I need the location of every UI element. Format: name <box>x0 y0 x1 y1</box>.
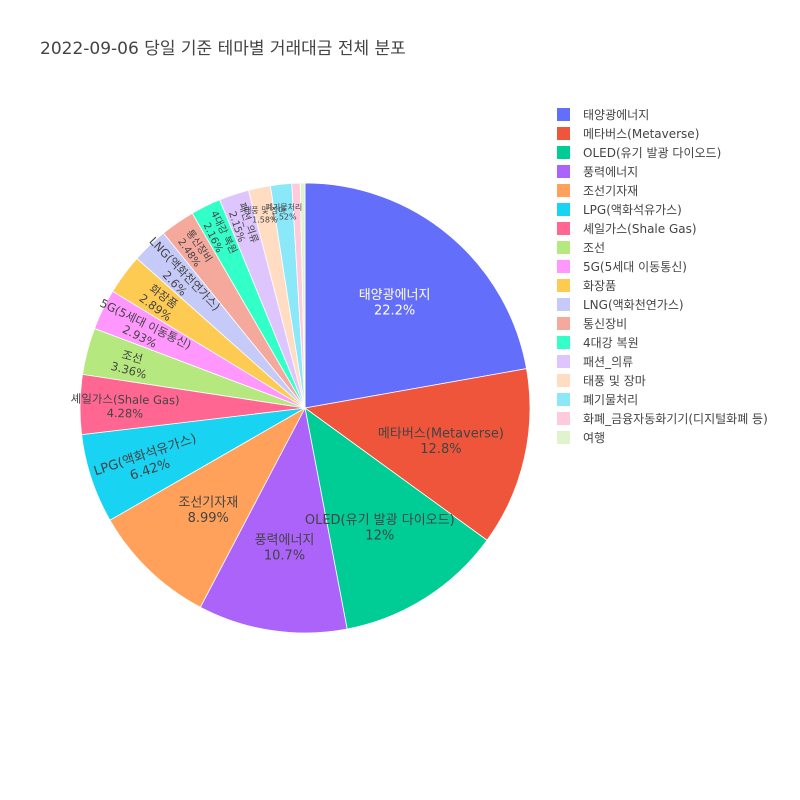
legend-swatch <box>557 412 570 425</box>
slice-label-name: 조선 <box>120 347 144 366</box>
legend-item-5[interactable]: LPG(액화석유가스) <box>553 200 798 219</box>
legend-swatch <box>557 260 570 273</box>
legend-item-9[interactable]: 화장품 <box>553 276 798 295</box>
legend-item-3[interactable]: 풍력에너지 <box>553 162 798 181</box>
legend-label: 풍력에너지 <box>583 165 639 179</box>
legend-swatch <box>557 317 570 330</box>
legend-item-6[interactable]: 셰일가스(Shale Gas) <box>553 219 798 238</box>
legend-label: 폐기물처리 <box>583 393 639 407</box>
legend-swatch <box>557 146 570 159</box>
legend-item-0[interactable]: 태양광에너지 <box>553 105 798 124</box>
legend-label: 4대강 복원 <box>583 336 639 350</box>
legend-swatch <box>557 203 570 216</box>
slice-label-14: 태풍 및 장마1.58% <box>244 205 287 225</box>
slice-2[interactable] <box>304 407 488 630</box>
slice-label-name: 태풍 및 장마 <box>244 205 287 215</box>
legend-item-16[interactable]: 화폐_금융자동화기기(디지털화폐 등) <box>553 409 798 428</box>
legend-label: 화장품 <box>583 279 617 293</box>
chart-title: 2022-09-06 당일 기준 테마별 거래대금 전체 분포 <box>40 39 406 59</box>
legend-item-17[interactable]: 여행 <box>553 428 798 447</box>
legend-swatch <box>557 355 570 368</box>
legend-item-7[interactable]: 조선 <box>553 238 798 257</box>
legend-label: 태양광에너지 <box>583 108 650 122</box>
slice-label-percent: 12% <box>365 528 394 543</box>
legend-item-2[interactable]: OLED(유기 발광 다이오드) <box>553 143 798 162</box>
legend-item-8[interactable]: 5G(5세대 이동통신) <box>553 257 798 276</box>
legend-label: OLED(유기 발광 다이오드) <box>583 146 722 160</box>
slice-label-6: 셰일가스(Shale Gas)4.28% <box>71 392 180 421</box>
legend-label: 5G(5세대 이동통신) <box>583 260 687 274</box>
slice-label-name: 셰일가스(Shale Gas) <box>71 392 180 408</box>
legend-swatch <box>557 184 570 197</box>
slice-17[interactable] <box>299 182 306 409</box>
legend-swatch <box>557 108 570 121</box>
pie-slices <box>79 182 531 634</box>
legend-item-15[interactable]: 폐기물처리 <box>553 390 798 409</box>
slice-label-percent: 1.52% <box>271 213 297 222</box>
slice-label-percent: 12.8% <box>420 442 461 457</box>
slice-label-percent: 22.2% <box>374 304 415 319</box>
legend-item-12[interactable]: 4대강 복원 <box>553 333 798 352</box>
legend-label: 태풍 및 장마 <box>583 374 646 388</box>
legend-label: 조선기자재 <box>583 184 639 198</box>
slice-label-name: OLED(유기 발광 다이오드) <box>305 513 455 528</box>
legend-swatch <box>557 222 570 235</box>
slice-4[interactable] <box>109 406 306 608</box>
legend-label: 조선 <box>583 241 606 255</box>
legend-swatch <box>557 393 570 406</box>
slice-3[interactable] <box>199 406 348 634</box>
slice-label-percent: 10.7% <box>264 549 305 564</box>
legend-swatch <box>557 298 570 311</box>
slice-label-2: OLED(유기 발광 다이오드)12% <box>305 513 455 544</box>
legend-label: LNG(액화천연가스) <box>583 298 684 312</box>
legend-swatch <box>557 165 570 178</box>
legend-item-14[interactable]: 태풍 및 장마 <box>553 371 798 390</box>
legend-item-11[interactable]: 통신장비 <box>553 314 798 333</box>
legend-swatch <box>557 374 570 387</box>
slice-label-1: 메타버스(Metaverse)12.8% <box>378 426 504 457</box>
legend-label: 메타버스(Metaverse) <box>583 127 700 141</box>
legend-label: 패션_의류 <box>583 355 634 369</box>
legend-label: 여행 <box>583 431 606 445</box>
legend-label: 화폐_금융자동화기기(디지털화폐 등) <box>583 412 768 426</box>
legend-swatch <box>557 241 570 254</box>
legend-item-4[interactable]: 조선기자재 <box>553 181 798 200</box>
legend-label: 통신장비 <box>583 317 628 331</box>
slice-label-percent: 8.99% <box>188 511 229 526</box>
legend-item-10[interactable]: LNG(액화천연가스) <box>553 295 798 314</box>
legend-label: LPG(액화석유가스) <box>583 203 682 217</box>
slice-label-name: 폐기물처리 <box>265 202 302 212</box>
legend-label: 셰일가스(Shale Gas) <box>583 222 697 236</box>
slice-1[interactable] <box>304 368 531 541</box>
slice-label-name: 메타버스(Metaverse) <box>378 426 504 441</box>
legend-swatch <box>557 431 570 444</box>
legend-item-1[interactable]: 메타버스(Metaverse) <box>553 124 798 143</box>
slice-label-name: 태양광에너지 <box>359 288 431 303</box>
legend-item-13[interactable]: 패션_의류 <box>553 352 798 371</box>
slice-label-percent: 4.28% <box>107 406 144 421</box>
slice-label-name: 조선기자재 <box>178 496 238 511</box>
legend-swatch <box>557 279 570 292</box>
slice-0[interactable] <box>304 182 527 409</box>
legend-swatch <box>557 127 570 140</box>
slice-label-percent: 1.58% <box>252 216 278 225</box>
legend-swatch <box>557 336 570 349</box>
slice-label-name: 풍력에너지 <box>255 533 315 548</box>
